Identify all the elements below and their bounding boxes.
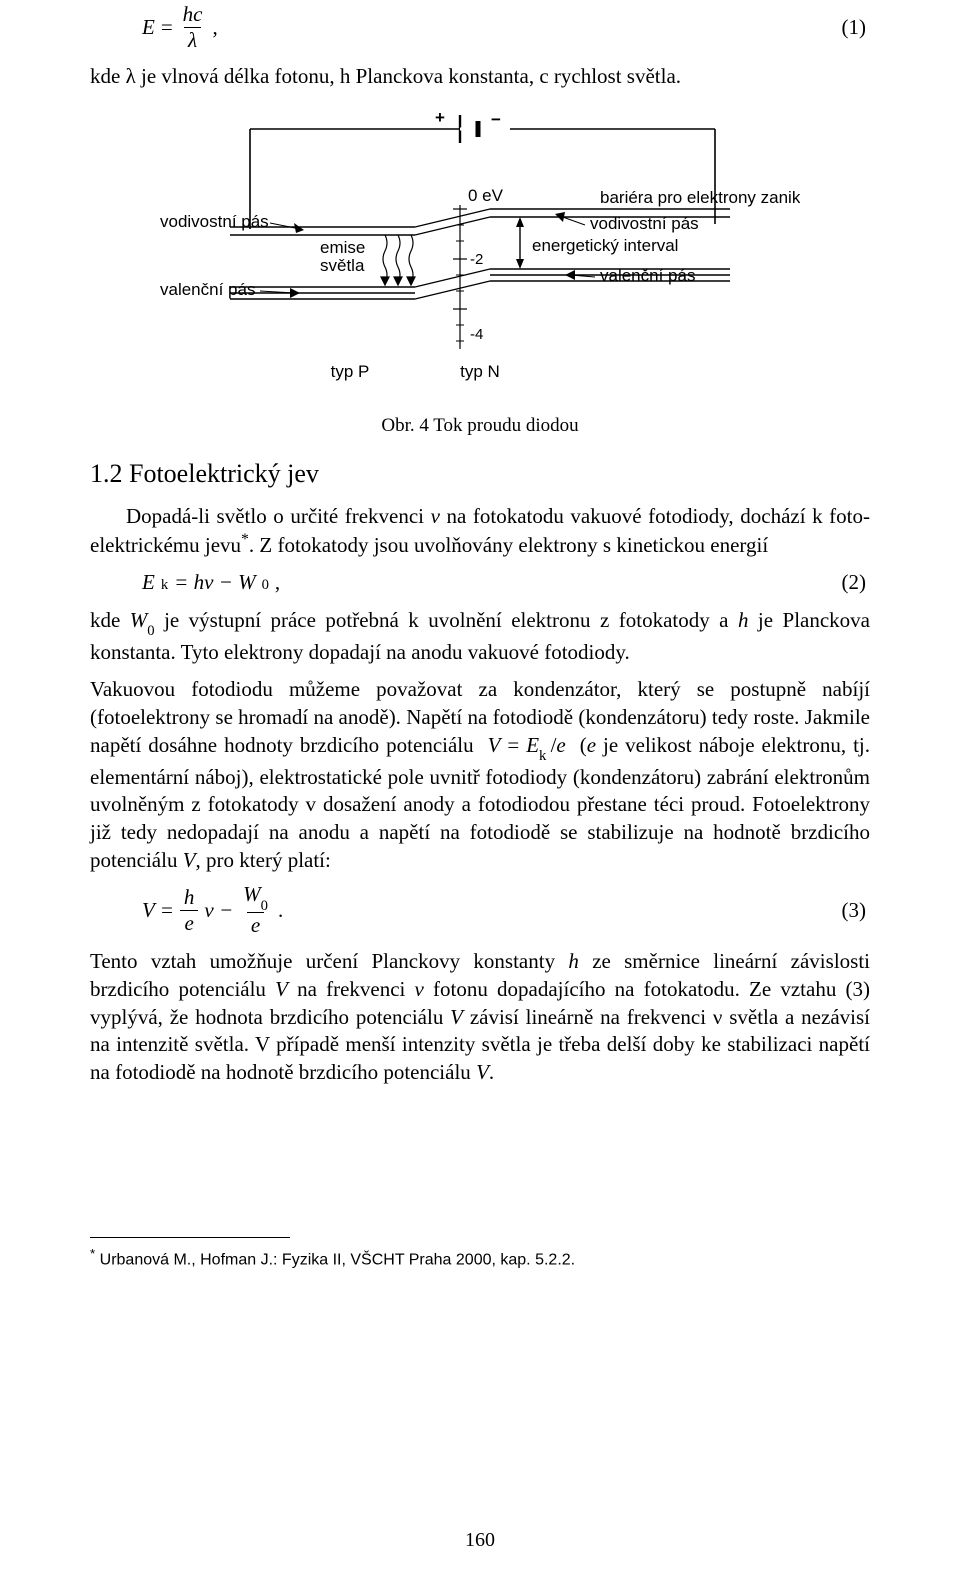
energy-interval-arrow [516,217,524,269]
eq2-suffix: , [275,570,280,595]
zero-ev-label: 0 eV [468,186,504,205]
eq1-equals: = [161,15,173,40]
paragraph-after-eq2: kde W0 je výstupní práce potřebná k uvol… [90,607,870,666]
eq2-rest: = hν − W [174,570,255,595]
vodivostni-pas-left-label: vodivostní pás [160,212,269,231]
eq1-lhs: E [142,15,155,40]
valencni-pas-left-label: valenční pás [160,280,255,299]
minus2-label: -2 [470,251,483,268]
emission-arrows [381,235,415,285]
bariera-label: bariéra pro elektrony zanikla [600,188,800,207]
intro-nu: ν [431,504,440,528]
figure-4: + − [90,109,870,409]
left-labels: vodivostní pás valenční pás emise světla [160,212,365,299]
minus-label: − [491,110,501,129]
eq3-frac2-den: e [247,912,264,936]
eq1-den: λ [184,27,201,51]
emise-label-1: emise [320,238,365,257]
equation-1: E = hc λ , (1) [90,4,870,51]
eq3-frac1-num: h [180,887,199,910]
equation-3-body: V = h e ν − W0 e . [90,884,283,936]
paragraph-after-eq1: kde λ je vlnová délka fotonu, h Planckov… [90,63,870,91]
equation-1-body: E = hc λ , [90,4,218,51]
plus-label: + [435,109,445,127]
p2-b: je výstupní práce potřebná k uvolnění el… [155,608,738,632]
intro-text-a: Dopadá-li světlo o určité frekvenci [126,504,431,528]
eq3-frac2-num-W: W [243,882,261,906]
p2-W0: W [130,608,148,632]
eq3-suffix: . [278,898,283,923]
energy-scale: 0 eV -2 -4 [453,186,504,349]
last-paragraph: Tento vztah umožňuje určení Planckovy ko… [90,948,870,1087]
eq1-number: (1) [842,15,871,40]
equation-2: Ek = hν − W 0 , (2) [90,570,870,595]
p2-a: kde [90,608,130,632]
figure-4-caption: Obr. 4 Tok proudu diodou [90,415,870,437]
vodivostni-pas-right-label: vodivostní pás [590,214,699,233]
eq2-E: E [142,570,155,595]
eq3-mid: ν − [204,898,233,923]
footnote-rule [90,1237,290,1238]
eq2-number: (2) [842,570,871,595]
eq3-lhs: V = [142,898,174,923]
eq3-frac1: h e [180,887,199,934]
valencni-pas-right-label: valenční pás [600,266,695,285]
energeticky-interval-label: energetický interval [532,236,678,255]
footnote-text: Urbanová M., Hofman J.: Fyzika II, VŠCHT… [95,1251,575,1268]
page-number: 160 [0,1529,960,1552]
footnote: * Urbanová M., Hofman J.: Fyzika II, VŠC… [90,1246,870,1269]
eq1-num: hc [179,4,207,27]
figure-4-svg: + − [160,109,800,409]
p2-h: h [738,608,749,632]
section-intro-paragraph: Dopadá-li světlo o určité frekvenci ν na… [90,503,870,560]
eq3-frac2-num: W0 [239,884,272,912]
equation-3: V = h e ν − W0 e . (3) [90,884,870,936]
eq3-frac1-den: e [180,910,197,934]
minus4-label: -4 [470,326,483,343]
eq3-frac2: W0 e [239,884,272,936]
emise-label-2: světla [320,256,365,275]
eq3-number: (3) [842,898,871,923]
typ-p-label: typ P [331,362,370,381]
right-labels: bariéra pro elektrony zanikla vodivostní… [532,188,800,285]
eq1-fraction: hc λ [179,4,207,51]
typ-n-label: typ N [460,362,500,381]
equation-2-body: Ek = hν − W 0 , [90,570,280,595]
eq2-0: 0 [262,577,269,594]
eq3-frac2-num-sub: 0 [261,898,268,914]
eq1-suffix: , [213,15,218,40]
footnote-marker-ref: * [241,531,249,548]
p2-W0-sub: 0 [147,623,154,639]
intro-text-c: . Z fotokatody jsou uvolňovány elektrony… [249,533,768,557]
section-heading: 1.2 Fotoelektrický jev [90,459,870,489]
eq2-k: k [161,577,168,594]
main-paragraph: Vakuovou fotodiodu můžeme považovat za k… [90,676,870,874]
